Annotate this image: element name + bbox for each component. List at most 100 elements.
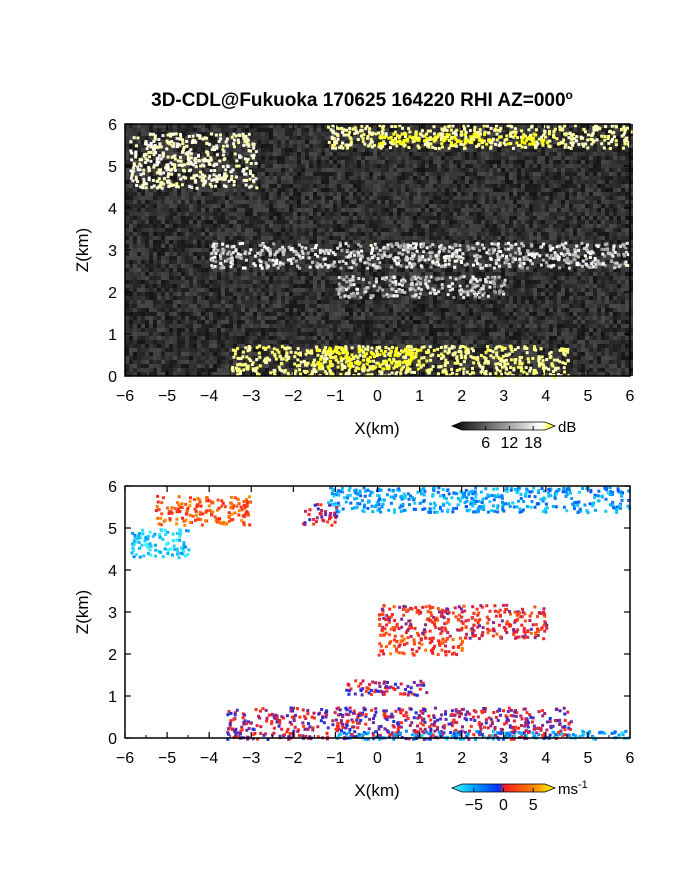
noise-pixel	[373, 248, 377, 252]
noise-pixel	[589, 168, 593, 172]
noise-pixel	[245, 212, 249, 216]
noise-pixel	[525, 204, 529, 208]
noise-pixel	[497, 156, 501, 160]
noise-pixel	[501, 268, 505, 272]
noise-pixel	[241, 280, 245, 284]
noise-pixel	[537, 228, 541, 232]
noise-pixel	[389, 156, 393, 160]
noise-pixel	[609, 256, 613, 260]
noise-pixel	[149, 228, 153, 232]
noise-pixel	[481, 148, 485, 152]
noise-pixel	[457, 148, 461, 152]
noise-pixel	[253, 204, 257, 208]
noise-pixel	[233, 256, 237, 260]
noise-pixel	[373, 208, 377, 212]
noise-pixel	[265, 188, 269, 192]
noise-pixel	[389, 148, 393, 152]
noise-pixel	[357, 192, 361, 196]
noise-pixel	[485, 168, 489, 172]
noise-pixel	[577, 208, 581, 212]
noise-pixel	[125, 200, 129, 204]
noise-pixel	[281, 140, 285, 144]
noise-pixel	[537, 180, 541, 184]
noise-pixel	[469, 192, 473, 196]
noise-pixel	[365, 268, 369, 272]
noise-pixel	[209, 244, 213, 248]
noise-pixel	[201, 232, 205, 236]
noise-pixel	[301, 204, 305, 208]
noise-pixel	[525, 192, 529, 196]
noise-pixel	[525, 180, 529, 184]
noise-pixel	[217, 228, 221, 232]
noise-pixel	[509, 248, 513, 252]
noise-pixel	[565, 176, 569, 180]
noise-pixel	[593, 152, 597, 156]
noise-pixel	[357, 240, 361, 244]
noise-pixel	[541, 256, 545, 260]
noise-pixel	[501, 180, 505, 184]
noise-pixel	[221, 156, 225, 160]
noise-pixel	[245, 148, 249, 152]
noise-pixel	[541, 264, 545, 268]
noise-pixel	[401, 256, 405, 260]
noise-pixel	[361, 152, 365, 156]
noise-pixel	[485, 268, 489, 272]
noise-pixel	[125, 160, 129, 164]
noise-pixel	[501, 204, 505, 208]
noise-pixel	[201, 140, 205, 144]
noise-pixel	[293, 168, 297, 172]
noise-pixel	[477, 272, 481, 276]
noise-pixel	[621, 172, 625, 176]
noise-pixel	[441, 228, 445, 232]
noise-pixel	[337, 172, 341, 176]
noise-pixel	[473, 244, 477, 248]
noise-pixel	[309, 132, 313, 136]
noise-pixel	[149, 148, 153, 152]
noise-pixel	[365, 240, 369, 244]
noise-pixel	[341, 188, 345, 192]
noise-pixel	[533, 152, 537, 156]
noise-pixel	[341, 216, 345, 220]
noise-pixel	[249, 260, 253, 264]
noise-pixel	[585, 276, 589, 280]
noise-pixel	[353, 256, 357, 260]
noise-pixel	[573, 192, 577, 196]
noise-pixel	[605, 204, 609, 208]
noise-pixel	[309, 172, 313, 176]
noise-pixel	[209, 192, 213, 196]
noise-pixel	[481, 164, 485, 168]
noise-pixel	[157, 208, 161, 212]
noise-pixel	[489, 228, 493, 232]
noise-pixel	[373, 140, 377, 144]
noise-pixel	[429, 268, 433, 272]
noise-pixel	[393, 240, 397, 244]
noise-pixel	[513, 176, 517, 180]
noise-pixel	[445, 188, 449, 192]
noise-pixel	[485, 188, 489, 192]
noise-pixel	[617, 184, 621, 188]
noise-pixel	[145, 128, 149, 132]
noise-pixel	[561, 260, 565, 264]
noise-pixel	[281, 264, 285, 268]
noise-pixel	[477, 124, 481, 128]
noise-pixel	[453, 140, 457, 144]
noise-pixel	[209, 196, 213, 200]
noise-pixel	[457, 204, 461, 208]
noise-pixel	[609, 244, 613, 248]
noise-pixel	[605, 132, 609, 136]
noise-pixel	[369, 236, 373, 240]
noise-pixel	[241, 196, 245, 200]
noise-pixel	[309, 224, 313, 228]
noise-pixel	[129, 228, 133, 232]
noise-pixel	[241, 200, 245, 204]
noise-pixel	[401, 148, 405, 152]
noise-pixel	[337, 232, 341, 236]
noise-pixel	[249, 220, 253, 224]
noise-pixel	[209, 224, 213, 228]
noise-pixel	[245, 200, 249, 204]
noise-pixel	[441, 212, 445, 216]
noise-pixel	[201, 128, 205, 132]
noise-pixel	[505, 220, 509, 224]
noise-pixel	[157, 244, 161, 248]
noise-pixel	[281, 160, 285, 164]
